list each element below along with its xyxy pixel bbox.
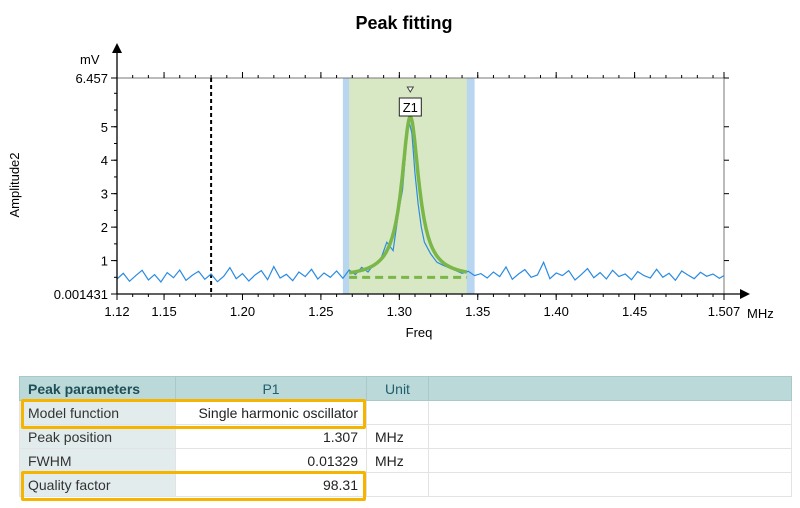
header-unit: Unit <box>366 376 429 401</box>
x-tick-label: 1.30 <box>387 304 412 319</box>
row-empty <box>428 472 792 497</box>
table-header-row: Peak parameters P1 Unit <box>19 376 792 401</box>
table-row-model-function: Model function Single harmonic oscillato… <box>19 400 792 425</box>
x-tick-label: 1.35 <box>465 304 490 319</box>
row-label: Peak position <box>19 424 176 449</box>
row-label: Model function <box>19 400 176 425</box>
peak-label-box <box>398 97 422 117</box>
x-tick-label: 1.20 <box>230 304 255 319</box>
row-unit: MHz <box>366 424 429 449</box>
header-peak-parameters: Peak parameters <box>19 376 176 401</box>
row-value: Single harmonic oscillator <box>175 400 367 425</box>
x-axis-title: Freq <box>406 325 433 340</box>
x-tick-label: 1.40 <box>544 304 569 319</box>
y-tick-label: 4 <box>101 153 108 168</box>
row-empty <box>428 400 792 425</box>
header-empty <box>428 376 792 401</box>
x-tick-label: 1.507 <box>708 304 741 319</box>
table-row-peak-position: Peak position 1.307 MHz <box>19 424 792 449</box>
peak-fitting-chart: Peak fitting mV MHz Freq Amplitude2 Z1 1.… <box>7 13 774 340</box>
x-tick-label: 1.15 <box>151 304 176 319</box>
row-label: FWHM <box>19 448 176 473</box>
chart-title: Peak fitting <box>355 13 452 33</box>
plot-area: Z1 1.12 1.15 1.20 1.25 1.30 1.35 1.40 1.45 1.507 0… <box>54 43 750 319</box>
fit-curve <box>348 114 468 275</box>
y-axis-arrow <box>112 43 122 53</box>
row-value: 1.307 <box>175 424 367 449</box>
row-value: 0.01329 <box>175 448 367 473</box>
table-row-quality-factor: Quality factor 98.31 <box>19 472 792 497</box>
x-unit-label: MHz <box>747 306 774 321</box>
y-tick-label: 3 <box>101 187 108 202</box>
header-p1: P1 <box>175 376 367 401</box>
y-tick-label: 2 <box>101 220 108 235</box>
table-row-fwhm: FWHM 0.01329 MHz <box>19 448 792 473</box>
y-tick-label: 5 <box>101 120 108 135</box>
peak-label: Z1 <box>403 100 418 115</box>
y-tick-label: 6.457 <box>75 71 108 86</box>
x-tick-label: 1.25 <box>308 304 333 319</box>
y-unit-label: mV <box>80 52 100 67</box>
y-tick-label: 1 <box>101 254 108 269</box>
data-series-line <box>116 119 725 283</box>
x-tick-label: 1.45 <box>622 304 647 319</box>
row-unit: MHz <box>366 448 429 473</box>
x-tick-label: 1.12 <box>104 304 129 319</box>
peak-marker-arrow <box>406 86 415 93</box>
row-label: Quality factor <box>19 472 176 497</box>
row-unit <box>366 472 429 497</box>
row-empty <box>428 448 792 473</box>
row-unit <box>366 400 429 425</box>
row-value: 98.31 <box>175 472 367 497</box>
y-axis-title: Amplitude2 <box>7 152 22 217</box>
row-empty <box>428 424 792 449</box>
x-axis-arrow <box>740 289 750 299</box>
y-tick-label: 0.001431 <box>54 287 108 302</box>
peak-parameters-table: Peak parameters P1 Unit Model function S… <box>19 376 792 497</box>
